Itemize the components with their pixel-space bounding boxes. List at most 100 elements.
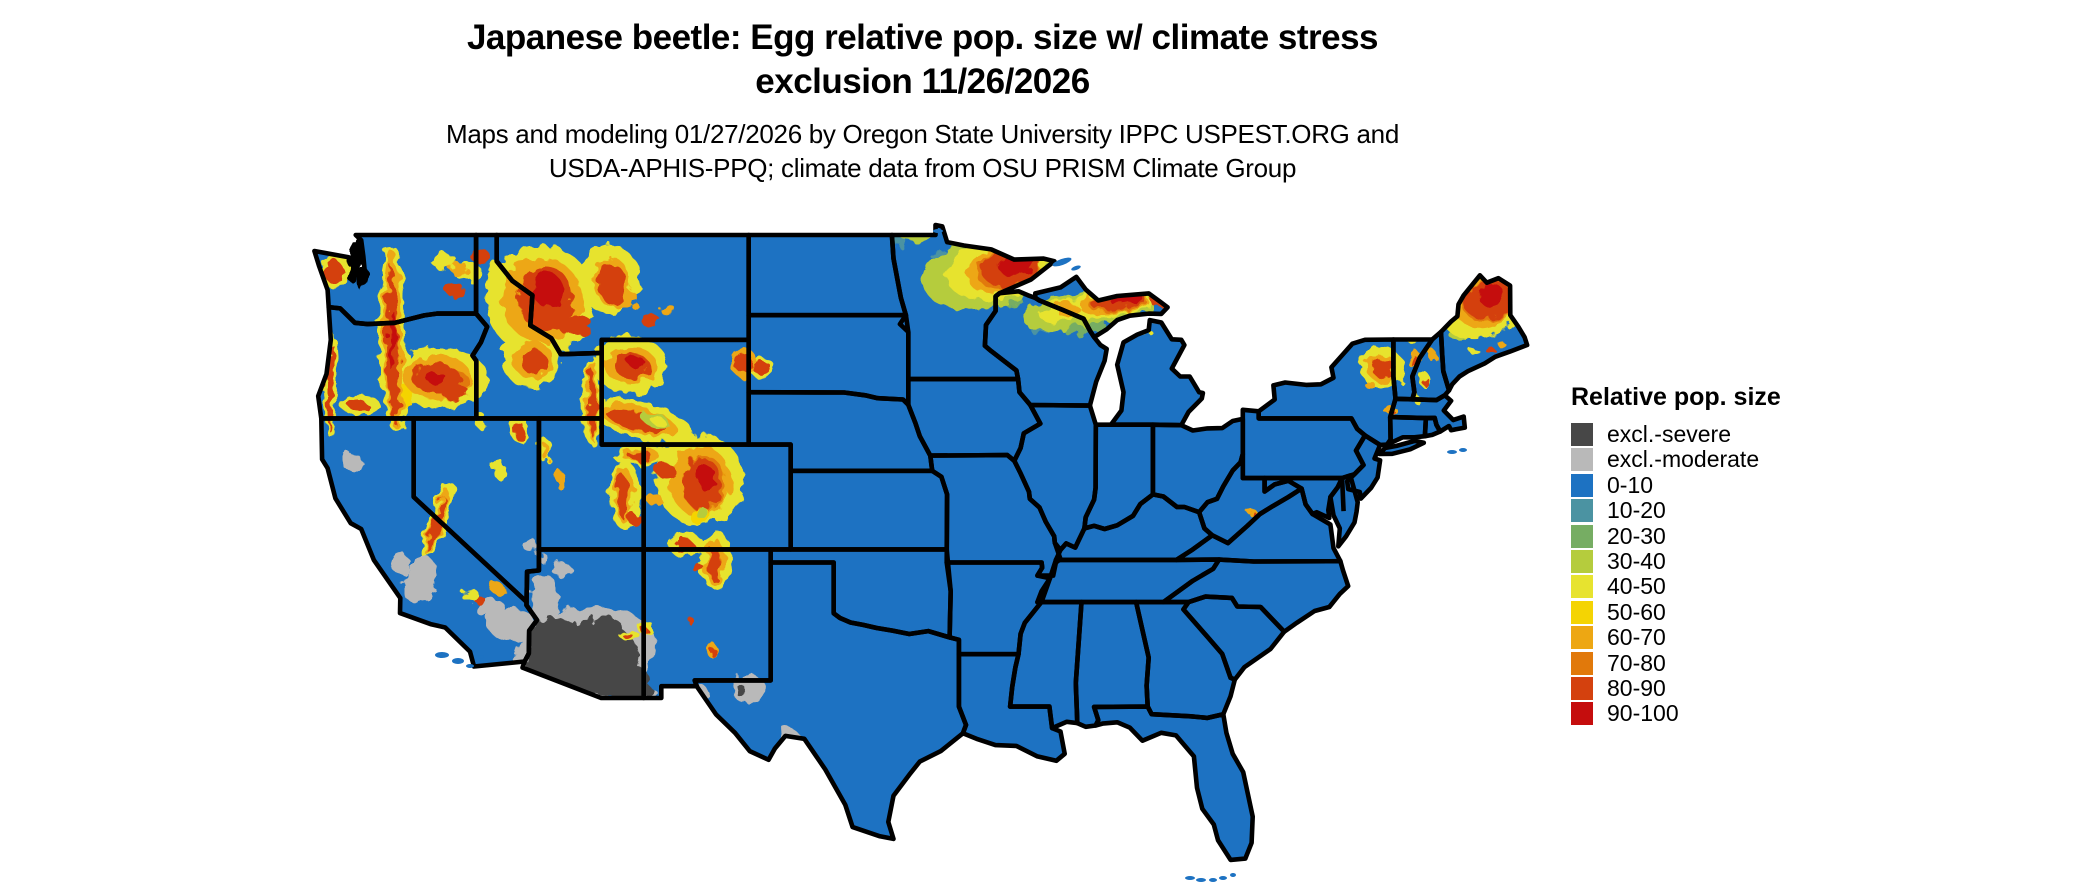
- island: [1447, 450, 1457, 454]
- legend-swatch: [1571, 549, 1593, 573]
- island: [1185, 876, 1195, 880]
- legend-item-label: 70-80: [1607, 649, 1666, 676]
- raster-blob: [336, 228, 340, 232]
- raster-blob: [830, 814, 838, 826]
- raster-blob: [588, 369, 596, 437]
- header: Japanese beetle: Egg relative pop. size …: [0, 16, 1845, 185]
- state-area: [413, 418, 539, 602]
- map-subtitle-line2: USDA-APHIS-PPQ; climate data from OSU PR…: [548, 153, 1297, 183]
- raster-blob: [441, 384, 469, 400]
- raster-blob: [445, 284, 465, 296]
- state-boundary: [1091, 704, 1255, 863]
- state-area: [748, 235, 906, 316]
- raster-blob: [1470, 349, 1480, 355]
- state-boundary: [1377, 438, 1427, 457]
- state-area: [748, 392, 933, 471]
- state-area: [1199, 454, 1302, 544]
- legend-swatch: [1571, 499, 1593, 523]
- state-area: [1242, 409, 1365, 479]
- state-boundary: [1328, 473, 1360, 549]
- state-area: [1379, 440, 1424, 454]
- raster-blob: [317, 277, 325, 387]
- legend-item: 60-70: [1571, 624, 1781, 651]
- raster-blob: [598, 264, 626, 304]
- raster-blob: [710, 647, 716, 657]
- island: [478, 655, 484, 659]
- legend-swatch: [1571, 575, 1593, 599]
- state-area: [1163, 559, 1349, 632]
- raster-blob: [343, 452, 361, 472]
- state-borders: [312, 222, 1530, 863]
- raster-blob: [617, 475, 629, 519]
- island: [1219, 876, 1227, 880]
- raster-blob: [474, 597, 486, 603]
- legend-swatch: [1571, 702, 1593, 726]
- legend-item: 90-100: [1571, 702, 1781, 726]
- state-area: [1010, 601, 1082, 729]
- legend: Relative pop. size excl.-severe excl.-mo…: [1571, 383, 1781, 728]
- raster-blob: [808, 785, 818, 799]
- water-body: [357, 268, 369, 290]
- raster-blob: [325, 260, 343, 284]
- state-area: [1014, 405, 1096, 550]
- island: [435, 652, 449, 658]
- state-area: [1084, 424, 1153, 529]
- raster-blob: [389, 310, 395, 370]
- state-boundary: [692, 560, 969, 842]
- legend-item: 30-40: [1571, 549, 1781, 573]
- legend-item-label: excl.-moderate: [1607, 446, 1760, 473]
- state-area: [946, 562, 1050, 655]
- raster-blob: [488, 609, 536, 641]
- raster-blob: [432, 254, 458, 270]
- raster-blob: [534, 272, 562, 308]
- island: [1230, 873, 1236, 877]
- raster-blob: [475, 598, 505, 618]
- raster-blob: [470, 249, 490, 263]
- raster-blob: [586, 616, 622, 640]
- state-area: [1183, 596, 1285, 680]
- map-title-line2: exclusion 11/26/2026: [755, 62, 1090, 101]
- raster-blob: [402, 556, 438, 604]
- state-area: [694, 562, 966, 839]
- state-area: [930, 455, 1061, 576]
- raster-blob: [753, 361, 771, 375]
- legend-item-label: 60-70: [1607, 624, 1666, 651]
- legend-swatch: [1571, 524, 1593, 548]
- legend-item: 40-50: [1571, 573, 1781, 600]
- raster-blob: [521, 350, 547, 374]
- state-boundary: [1339, 478, 1346, 512]
- water-body: [344, 252, 352, 264]
- raster-blob: [1365, 381, 1375, 389]
- map-title-line1: Japanese beetle: Egg relative pop. size …: [466, 18, 1379, 57]
- island: [1196, 878, 1206, 882]
- legend-swatch: [1571, 423, 1593, 446]
- state-boundary: [1438, 273, 1530, 393]
- legend-item-label: 40-50: [1607, 573, 1666, 600]
- raster-blob: [647, 494, 663, 506]
- legend-swatch: [1571, 651, 1593, 675]
- state-area: [1075, 602, 1149, 727]
- island: [933, 229, 943, 233]
- raster-blob: [624, 634, 634, 640]
- raster-blob: [655, 463, 675, 477]
- legend-item: 20-30: [1571, 522, 1781, 549]
- raster-blob: [391, 552, 409, 574]
- legend-item: 0-10: [1571, 473, 1781, 497]
- state-area: [643, 549, 771, 698]
- raster-blob: [650, 416, 666, 426]
- raster-blob: [494, 460, 506, 480]
- raster-blob: [425, 497, 447, 551]
- state-area: [748, 315, 909, 405]
- legend-item: 70-80: [1571, 649, 1781, 676]
- state-area: [1094, 706, 1253, 860]
- raster-blob: [736, 687, 748, 697]
- island: [452, 658, 464, 664]
- raster-blob: [1485, 347, 1495, 353]
- legend-item: 50-60: [1571, 600, 1781, 624]
- state-boundary: [1033, 274, 1170, 340]
- state-area: [770, 549, 951, 638]
- legend-item-label: 80-90: [1607, 674, 1666, 701]
- legend-item-label: 20-30: [1607, 522, 1666, 549]
- raster-blob: [640, 314, 660, 326]
- raster-blob: [542, 444, 550, 460]
